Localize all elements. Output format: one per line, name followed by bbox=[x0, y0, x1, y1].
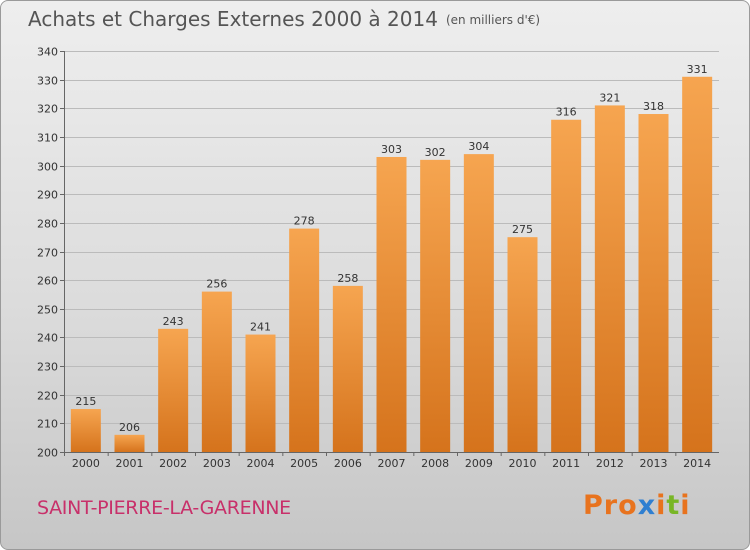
data-label: 206 bbox=[119, 421, 140, 434]
data-label: 302 bbox=[425, 146, 446, 159]
y-tick-label: 320 bbox=[37, 103, 58, 116]
y-tick-label: 200 bbox=[37, 447, 58, 460]
logo-letter: i bbox=[680, 490, 691, 521]
logo-letter: P bbox=[583, 490, 604, 521]
data-label: 243 bbox=[163, 315, 184, 328]
data-label: 304 bbox=[468, 140, 489, 153]
y-tick-label: 230 bbox=[37, 361, 58, 374]
data-label: 318 bbox=[643, 100, 664, 113]
y-tick-label: 270 bbox=[37, 247, 58, 260]
y-tick-label: 250 bbox=[37, 304, 58, 317]
data-label: 215 bbox=[75, 395, 96, 408]
x-tick-label: 2014 bbox=[683, 457, 711, 470]
y-tick-label: 330 bbox=[37, 75, 58, 88]
y-tick-label: 300 bbox=[37, 161, 58, 174]
bar bbox=[376, 156, 407, 452]
data-label: 275 bbox=[512, 223, 533, 236]
bar bbox=[245, 334, 276, 452]
data-label: 278 bbox=[294, 215, 315, 228]
y-tick-label: 260 bbox=[37, 275, 58, 288]
chart-subtitle: (en milliers d'€) bbox=[445, 13, 541, 27]
proxiti-logo: Proxiti bbox=[583, 490, 691, 521]
x-tick-label: 2006 bbox=[334, 457, 362, 470]
y-tick-label: 220 bbox=[37, 390, 58, 403]
data-label: 303 bbox=[381, 143, 402, 156]
x-tick-label: 2013 bbox=[640, 457, 668, 470]
x-tick-label: 2003 bbox=[203, 457, 231, 470]
data-label: 331 bbox=[687, 63, 708, 76]
bar bbox=[114, 434, 145, 452]
x-tick-label: 2007 bbox=[378, 457, 406, 470]
data-label: 316 bbox=[556, 106, 577, 119]
logo-letter: i bbox=[656, 490, 667, 521]
x-tick-label: 2001 bbox=[116, 457, 144, 470]
y-tick-label: 210 bbox=[37, 418, 58, 431]
bars bbox=[70, 76, 713, 453]
bar bbox=[682, 76, 713, 453]
y-tick-label: 310 bbox=[37, 132, 58, 145]
bar bbox=[463, 154, 494, 452]
y-tick-label: 290 bbox=[37, 189, 58, 202]
bar bbox=[551, 119, 582, 452]
data-label: 241 bbox=[250, 321, 271, 334]
data-label: 256 bbox=[206, 278, 227, 291]
bar bbox=[70, 409, 101, 452]
data-label: 321 bbox=[599, 91, 620, 104]
x-tick-label: 2002 bbox=[159, 457, 187, 470]
bar bbox=[420, 159, 451, 453]
x-tick-label: 2012 bbox=[596, 457, 624, 470]
x-tick-label: 2008 bbox=[421, 457, 449, 470]
chart-title: Achats et Charges Externes 2000 à 2014 (e… bbox=[28, 7, 540, 31]
x-tick-label: 2000 bbox=[72, 457, 100, 470]
bar bbox=[201, 291, 232, 452]
bar bbox=[638, 114, 669, 452]
bar bbox=[158, 328, 189, 452]
x-tick-label: 2004 bbox=[247, 457, 275, 470]
x-tick-label: 2009 bbox=[465, 457, 493, 470]
x-tick-label: 2005 bbox=[290, 457, 318, 470]
y-tick-label: 280 bbox=[37, 218, 58, 231]
chart-title-text: Achats et Charges Externes 2000 à 2014 bbox=[28, 7, 438, 31]
x-tick-label: 2010 bbox=[509, 457, 537, 470]
commune-name: SAINT-PIERRE-LA-GARENNE bbox=[37, 497, 291, 519]
bar bbox=[507, 237, 538, 452]
bar bbox=[289, 228, 320, 452]
logo-letter: t bbox=[666, 490, 681, 521]
data-label: 258 bbox=[337, 272, 358, 285]
logo-letter: o bbox=[618, 490, 638, 521]
axes bbox=[60, 51, 719, 456]
bar bbox=[594, 105, 625, 453]
bar bbox=[332, 285, 363, 452]
y-tick-label: 340 bbox=[37, 46, 58, 59]
x-tick-label: 2011 bbox=[552, 457, 580, 470]
logo-letter: r bbox=[603, 490, 619, 521]
labels: 200 210 220 230 240 250 260 270 280 290 300 310 320 3… bbox=[37, 46, 711, 471]
logo-letter: x bbox=[637, 490, 657, 521]
y-tick-label: 240 bbox=[37, 332, 58, 345]
